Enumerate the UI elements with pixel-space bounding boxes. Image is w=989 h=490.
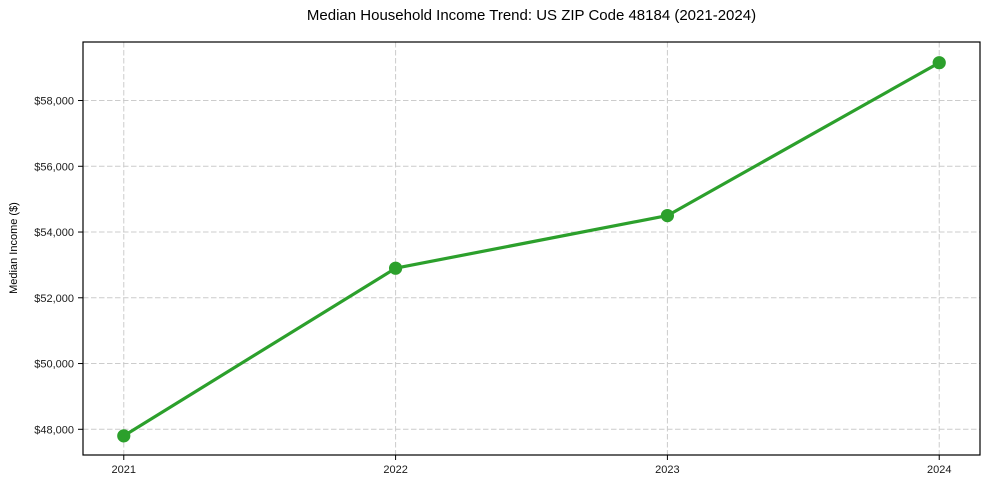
x-tick-label: 2021	[112, 464, 136, 476]
data-point	[932, 56, 946, 70]
data-point	[388, 261, 403, 275]
y-tick-label: $50,000	[34, 359, 74, 371]
x-tick-label: 2023	[655, 464, 679, 476]
y-tick-label: $54,000	[34, 227, 74, 239]
trend-line	[122, 61, 941, 438]
y-tick-label: $58,000	[34, 96, 74, 108]
y-tick-label: $48,000	[34, 424, 74, 436]
y-tick-label: $56,000	[34, 161, 74, 173]
y-axis-label: Median Income ($)	[8, 202, 20, 294]
x-tick-label: 2024	[927, 464, 951, 476]
plot-border	[82, 41, 981, 456]
data-point	[117, 429, 131, 443]
chart-title: Median Household Income Trend: US ZIP Co…	[306, 7, 757, 24]
data-point	[660, 208, 675, 223]
x-tick-label: 2022	[383, 464, 407, 476]
y-tick-label: $52,000	[34, 293, 74, 305]
